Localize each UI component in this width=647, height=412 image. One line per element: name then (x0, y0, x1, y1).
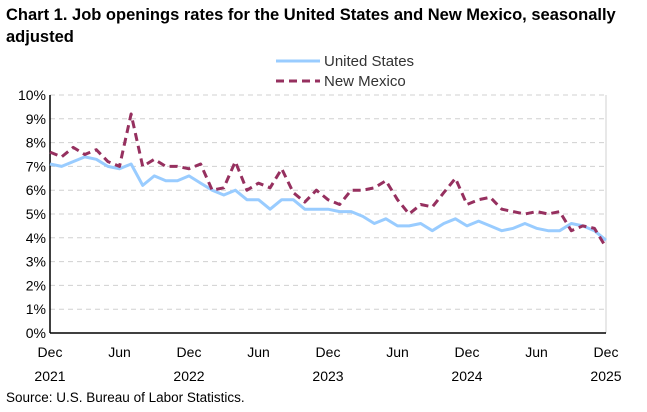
y-tick-label: 0% (26, 325, 46, 341)
x-tick-year: 2021 (34, 368, 65, 384)
y-tick-label: 10% (18, 87, 46, 103)
y-tick-label: 7% (26, 158, 46, 174)
x-tick-month: Jun (108, 344, 131, 360)
series-line-new-mexico (49, 112, 608, 249)
y-tick-label: 2% (26, 277, 46, 293)
legend-label: United States (324, 53, 414, 70)
source-note: Source: U.S. Bureau of Labor Statistics. (6, 390, 245, 405)
x-tick-month: Dec (38, 344, 63, 360)
y-tick-label: 3% (26, 254, 46, 270)
y-tick-label: 4% (26, 230, 46, 246)
y-tick-label: 9% (26, 111, 46, 127)
x-tick-month: Dec (177, 344, 202, 360)
legend-label: New Mexico (324, 73, 406, 90)
x-tick-month: Dec (455, 344, 480, 360)
x-tick-year: 2024 (451, 368, 482, 384)
y-tick-label: 5% (26, 206, 46, 222)
x-tick-month: Dec (316, 344, 341, 360)
y-tick-label: 8% (26, 135, 46, 151)
y-tick-label: 1% (26, 301, 46, 317)
x-tick-month: Jun (525, 344, 548, 360)
x-tick-year: 2022 (173, 368, 204, 384)
x-tick-month: Jun (247, 344, 270, 360)
chart-title: Chart 1. Job openings rates for the Unit… (6, 6, 616, 46)
y-tick-label: 6% (26, 182, 46, 198)
x-tick-year: 2025 (590, 368, 621, 384)
x-tick-month: Dec (594, 344, 619, 360)
x-tick-year: 2023 (312, 368, 343, 384)
x-tick-month: Jun (386, 344, 409, 360)
